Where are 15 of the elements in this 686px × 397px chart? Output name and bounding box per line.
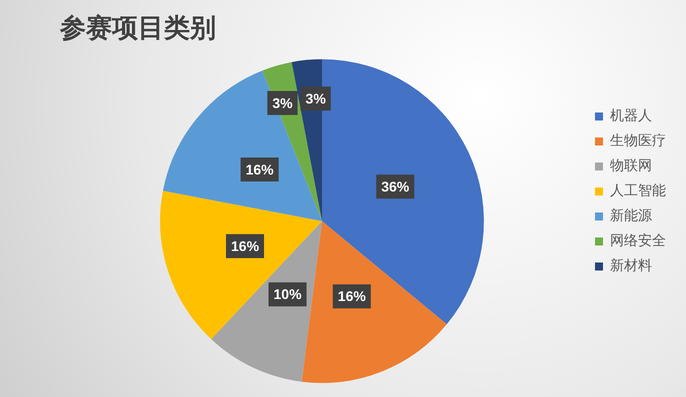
data-label: 16%: [338, 288, 366, 304]
legend-label: 网络安全: [610, 233, 666, 250]
data-label: 10%: [274, 286, 302, 302]
legend-label: 新能源: [610, 208, 652, 224]
data-label: 16%: [246, 161, 274, 178]
data-label: 3%: [272, 94, 294, 111]
legend-label: 人工智能: [610, 183, 666, 200]
legend-label: 机器人: [610, 108, 652, 124]
data-label: 36%: [381, 178, 410, 194]
legend-label: 生物医疗: [610, 133, 666, 150]
legend-label: 物联网: [610, 158, 652, 174]
chart-title: 参赛项目类别: [59, 13, 216, 44]
legend-label: 新材料: [610, 258, 652, 274]
data-label: 3%: [306, 90, 326, 106]
data-label: 16%: [230, 238, 260, 254]
